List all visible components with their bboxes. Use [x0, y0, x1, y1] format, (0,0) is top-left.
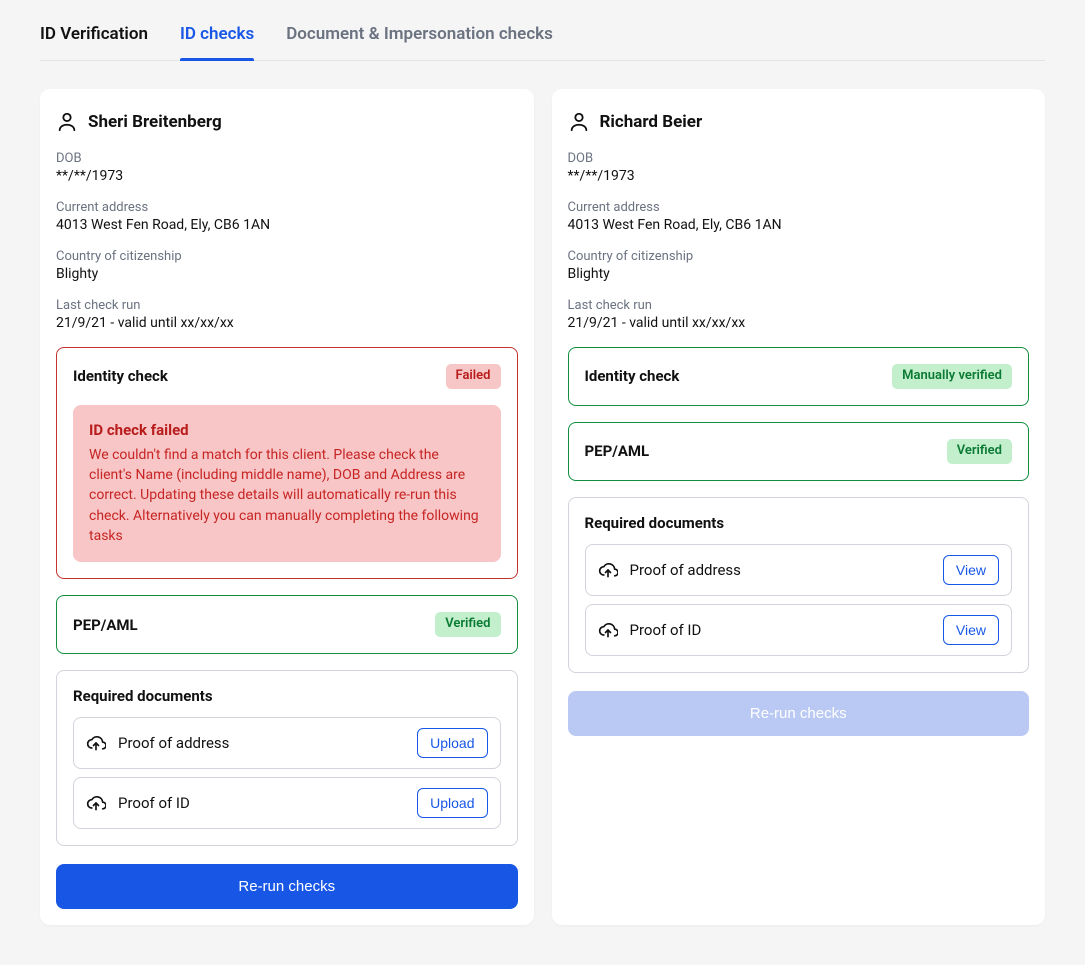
person-card-2: Richard Beier DOB **/**/1973 Current add…	[552, 89, 1046, 925]
field-value: 4013 West Fen Road, Ely, CB6 1AN	[56, 217, 518, 233]
field-value: Blighty	[56, 266, 518, 282]
error-title: ID check failed	[89, 421, 485, 439]
person-header: Sheri Breitenberg	[56, 111, 518, 133]
check-title: PEP/AML	[73, 616, 138, 634]
field-value: 21/9/21 - valid until xx/xx/xx	[56, 315, 518, 331]
status-badge-failed: Failed	[446, 364, 501, 389]
document-name: Proof of ID	[630, 621, 702, 639]
pep-aml-block: PEP/AML Verified	[56, 595, 518, 654]
doc-left: Proof of address	[86, 733, 229, 753]
field-label: Current address	[56, 200, 518, 215]
person-header: Richard Beier	[568, 111, 1030, 133]
field-label: Country of citizenship	[568, 249, 1030, 264]
field-last-check: Last check run 21/9/21 - valid until xx/…	[568, 298, 1030, 331]
person-card-1: Sheri Breitenberg DOB **/**/1973 Current…	[40, 89, 534, 925]
tab-document-checks[interactable]: Document & Impersonation checks	[286, 24, 553, 60]
document-row-proof-of-address: Proof of address Upload	[73, 717, 501, 769]
tab-id-checks[interactable]: ID checks	[180, 24, 254, 60]
field-label: Last check run	[56, 298, 518, 313]
doc-left: Proof of address	[598, 560, 741, 580]
check-row: PEP/AML Verified	[585, 439, 1013, 464]
field-address: Current address 4013 West Fen Road, Ely,…	[56, 200, 518, 233]
doc-left: Proof of ID	[598, 620, 702, 640]
check-row: Identity check Manually verified	[585, 364, 1013, 389]
document-row-proof-of-id: Proof of ID Upload	[73, 777, 501, 829]
identity-check-block: Identity check Failed ID check failed We…	[56, 347, 518, 579]
person-icon	[56, 111, 78, 133]
person-name: Richard Beier	[600, 112, 703, 132]
doc-left: Proof of ID	[86, 793, 190, 813]
cards-container: Sheri Breitenberg DOB **/**/1973 Current…	[40, 89, 1045, 925]
status-badge-verified: Verified	[435, 612, 500, 637]
field-label: DOB	[56, 151, 518, 166]
field-value: Blighty	[568, 266, 1030, 282]
rerun-checks-button[interactable]: Re-run checks	[56, 864, 518, 909]
document-name: Proof of ID	[118, 794, 190, 812]
view-button[interactable]: View	[943, 615, 999, 645]
person-icon	[568, 111, 590, 133]
field-label: Country of citizenship	[56, 249, 518, 264]
field-citizenship: Country of citizenship Blighty	[568, 249, 1030, 282]
field-value: **/**/1973	[56, 168, 518, 184]
cloud-upload-icon	[86, 733, 106, 753]
rerun-checks-button-disabled: Re-run checks	[568, 691, 1030, 736]
document-name: Proof of address	[118, 734, 229, 752]
cloud-upload-icon	[86, 793, 106, 813]
required-documents-title: Required documents	[73, 687, 501, 705]
field-citizenship: Country of citizenship Blighty	[56, 249, 518, 282]
check-row: Identity check Failed	[73, 364, 501, 389]
field-label: DOB	[568, 151, 1030, 166]
field-value: 4013 West Fen Road, Ely, CB6 1AN	[568, 217, 1030, 233]
status-badge-verified: Verified	[947, 439, 1012, 464]
document-row-proof-of-id: Proof of ID View	[585, 604, 1013, 656]
pep-aml-block: PEP/AML Verified	[568, 422, 1030, 481]
tabs-bar: ID Verification ID checks Document & Imp…	[40, 24, 1045, 61]
person-name: Sheri Breitenberg	[88, 112, 222, 132]
check-title: Identity check	[73, 367, 168, 385]
check-row: PEP/AML Verified	[73, 612, 501, 637]
field-value: 21/9/21 - valid until xx/xx/xx	[568, 315, 1030, 331]
field-dob: DOB **/**/1973	[56, 151, 518, 184]
field-label: Last check run	[568, 298, 1030, 313]
required-documents-block: Required documents Proof of address Uplo…	[56, 670, 518, 846]
required-documents-block: Required documents Proof of address View…	[568, 497, 1030, 673]
field-dob: DOB **/**/1973	[568, 151, 1030, 184]
status-badge-manually-verified: Manually verified	[892, 364, 1012, 389]
document-row-proof-of-address: Proof of address View	[585, 544, 1013, 596]
field-address: Current address 4013 West Fen Road, Ely,…	[568, 200, 1030, 233]
upload-button[interactable]: Upload	[417, 728, 487, 758]
tab-id-verification[interactable]: ID Verification	[40, 24, 148, 60]
cloud-upload-icon	[598, 620, 618, 640]
upload-button[interactable]: Upload	[417, 788, 487, 818]
view-button[interactable]: View	[943, 555, 999, 585]
cloud-upload-icon	[598, 560, 618, 580]
check-title: Identity check	[585, 367, 680, 385]
required-documents-title: Required documents	[585, 514, 1013, 532]
document-name: Proof of address	[630, 561, 741, 579]
field-label: Current address	[568, 200, 1030, 215]
error-body: We couldn't find a match for this client…	[89, 445, 485, 546]
check-title: PEP/AML	[585, 442, 650, 460]
field-value: **/**/1973	[568, 168, 1030, 184]
field-last-check: Last check run 21/9/21 - valid until xx/…	[56, 298, 518, 331]
identity-check-block: Identity check Manually verified	[568, 347, 1030, 406]
error-message-box: ID check failed We couldn't find a match…	[73, 405, 501, 562]
